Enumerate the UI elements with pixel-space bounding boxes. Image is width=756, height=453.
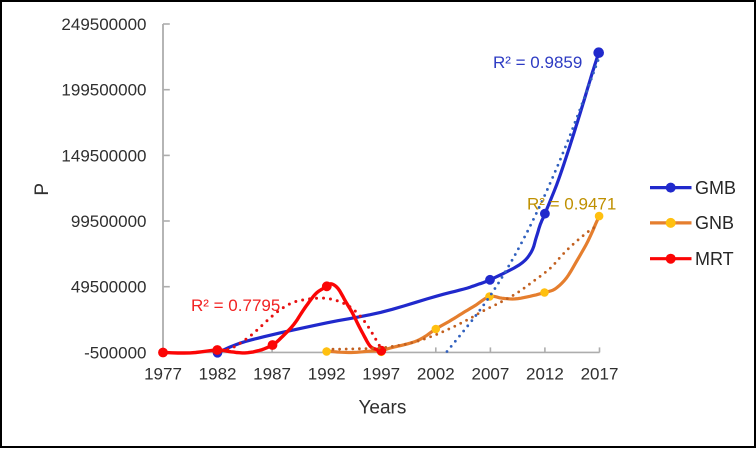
svg-text:MRT: MRT	[695, 249, 734, 269]
svg-text:GMB: GMB	[695, 178, 736, 198]
svg-text:49500000: 49500000	[71, 278, 147, 297]
svg-text:R² = 0.9471: R² = 0.9471	[527, 195, 616, 214]
svg-text:2012: 2012	[526, 365, 564, 384]
svg-text:99500000: 99500000	[71, 212, 147, 231]
svg-text:P: P	[32, 183, 53, 196]
svg-text:2017: 2017	[581, 365, 619, 384]
svg-text:2007: 2007	[471, 365, 509, 384]
svg-text:1977: 1977	[144, 365, 182, 384]
svg-text:GNB: GNB	[695, 213, 734, 233]
svg-text:249500000: 249500000	[61, 15, 146, 34]
svg-text:1987: 1987	[253, 365, 291, 384]
svg-text:R² = 0.9859: R² = 0.9859	[493, 53, 582, 72]
svg-text:2002: 2002	[417, 365, 455, 384]
svg-text:-500000: -500000	[84, 343, 146, 362]
svg-text:1997: 1997	[362, 365, 400, 384]
svg-text:149500000: 149500000	[61, 146, 146, 165]
svg-text:1982: 1982	[199, 365, 237, 384]
svg-text:199500000: 199500000	[61, 81, 146, 100]
svg-text:1992: 1992	[308, 365, 346, 384]
svg-text:Years: Years	[358, 398, 406, 419]
svg-text:R² = 0.7795: R² = 0.7795	[191, 296, 280, 315]
